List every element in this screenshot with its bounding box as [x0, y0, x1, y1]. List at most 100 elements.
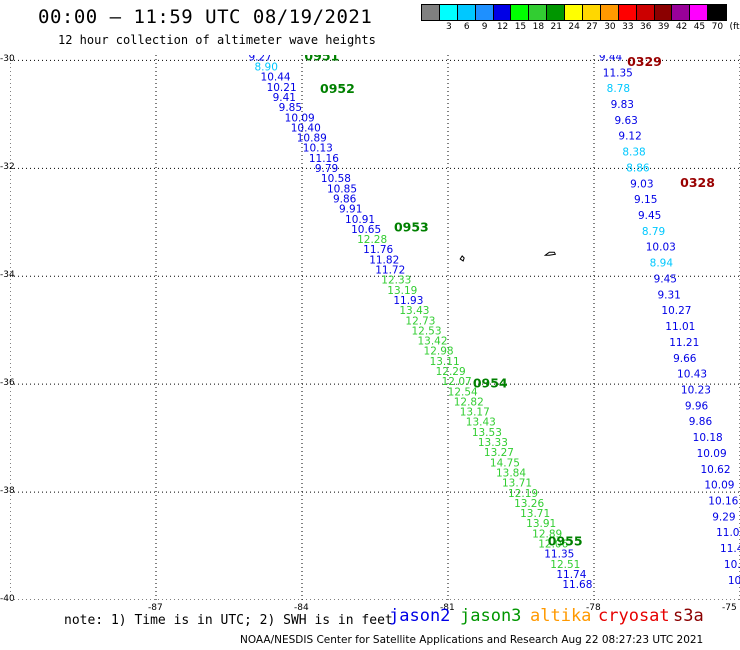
wave-height-value: 11.74	[556, 569, 586, 581]
wave-height-value: 10.09	[697, 448, 727, 460]
wave-height-value: 9.27	[248, 55, 271, 63]
legend-swatch	[511, 5, 530, 20]
pass-time-label: 0952	[320, 81, 355, 96]
map-subtitle: 12 hour collection of altimeter wave hei…	[58, 33, 376, 47]
wave-height-value: 8.86	[626, 162, 650, 174]
wave-height-value: 12.19	[508, 488, 538, 500]
wave-height-value: 10.09	[704, 480, 734, 492]
wave-height-value: 13.91	[526, 518, 556, 530]
legend-label: 6	[463, 22, 470, 32]
legend-swatch	[690, 5, 709, 20]
wave-height-value: 11.4	[720, 543, 740, 555]
wave-height-value: 11.21	[669, 337, 699, 349]
legend-swatch	[600, 5, 619, 20]
wave-height-value: 9.44	[599, 55, 623, 63]
legend-label: 18	[532, 22, 545, 32]
footer-credit: NOAA/NESDIS Center for Satellite Applica…	[240, 634, 704, 646]
legend-label: 70	[711, 22, 724, 32]
wave-height-value: 10.21	[267, 82, 297, 94]
wave-height-value: 12.73	[405, 315, 435, 327]
wave-height-value: 11.72	[375, 265, 405, 277]
wave-height-value: 9.86	[689, 416, 713, 428]
wave-height-value: 8.94	[650, 258, 674, 270]
wave-height-value: 10.16	[708, 496, 738, 508]
wave-height-value: 11.76	[363, 244, 393, 256]
wave-height-value: 10.89	[297, 133, 327, 145]
pass-time-label: 0953	[394, 219, 429, 234]
wave-height-value: 10.	[728, 575, 740, 587]
pass-time-label: 0954	[473, 375, 508, 390]
wave-height-value: 12.06	[538, 539, 568, 551]
wave-height-value: 13.17	[460, 407, 490, 419]
pass-time-label: 0328	[680, 175, 715, 190]
wave-height-value: 13.26	[514, 498, 544, 510]
satellite-legend-altika: altika	[530, 606, 592, 626]
legend-label: 33	[622, 22, 634, 32]
wave-height-value: 13.19	[387, 285, 417, 297]
satellite-legend-jason3: jason3	[460, 606, 522, 626]
legend-label: 21	[550, 22, 562, 32]
wave-height-value: 9.86	[333, 193, 357, 205]
wave-height-value: 10.40	[291, 122, 321, 134]
wave-height-value: 13.43	[466, 417, 496, 429]
wave-height-value: 13.84	[496, 467, 526, 479]
wave-height-value: 9.03	[630, 178, 653, 190]
legend-swatch	[708, 5, 727, 20]
wave-height-value: 8.38	[622, 147, 645, 159]
lat-label: -34	[0, 270, 15, 281]
pass-time-label: 0951	[304, 55, 339, 63]
wave-height-value: 12.53	[411, 325, 441, 337]
legend-swatch	[422, 5, 440, 20]
wave-height-value: 9.41	[273, 92, 296, 104]
wave-height-value: 12.89	[532, 528, 562, 540]
wave-height-value: 9.83	[611, 99, 634, 111]
lat-label: -40	[0, 594, 15, 604]
wave-height-value: 12.07	[442, 376, 472, 388]
wave-height-value: 9.85	[279, 102, 302, 114]
wave-height-value: 9.15	[634, 194, 657, 206]
satellite-legend-s3a: s3a	[673, 606, 704, 626]
legend-swatch	[475, 5, 494, 20]
wave-height-value: 13.42	[417, 336, 447, 348]
wave-height-value: 12.29	[436, 366, 466, 378]
legend-label: 15	[514, 22, 527, 32]
wave-height-value: 8.79	[642, 226, 665, 238]
satellite-legend-jason2: jason2	[389, 606, 451, 626]
wave-height-value: 9.31	[657, 289, 680, 301]
wave-height-value: 11.0	[716, 527, 739, 539]
lon-label: -75	[722, 603, 737, 613]
wave-height-value: 9.45	[654, 273, 677, 285]
pass-time-label: 0955	[548, 534, 583, 549]
legend-swatch	[654, 5, 673, 20]
legend-swatch	[618, 5, 637, 20]
legend-label: 30	[604, 22, 616, 32]
legend-swatch	[583, 5, 601, 20]
legend-label: 42	[675, 22, 688, 32]
lat-label: -38	[0, 486, 15, 497]
wave-height-value: 14.75	[490, 457, 520, 469]
legend-swatch	[565, 5, 584, 20]
wave-height-value: 9.63	[614, 115, 637, 127]
lat-label: -36	[0, 378, 15, 389]
map-title: 00:00 – 11:59 UTC 08/19/2021	[38, 6, 373, 28]
legend-swatch	[493, 5, 512, 20]
legend-label: 27	[586, 22, 598, 32]
wave-height-value: 13.27	[484, 447, 514, 459]
legend-label: 45	[693, 22, 706, 32]
wave-height-value: 10.91	[345, 214, 375, 226]
wave-height-value: 10.09	[285, 112, 315, 124]
lat-label: -32	[0, 162, 15, 173]
footer-note: note: 1) Time is in UTC; 2) SWH is in fe…	[64, 613, 393, 628]
wave-height-value: 11.93	[393, 295, 423, 307]
legend-swatch	[457, 5, 476, 20]
wave-height-value: 10.44	[261, 72, 291, 84]
legend-swatch	[636, 5, 655, 20]
legend-label: 9	[481, 22, 488, 32]
wave-height-value: 11.82	[369, 254, 399, 266]
wave-height-value: 12.98	[424, 346, 454, 358]
wave-height-value: 10.13	[303, 143, 333, 155]
wave-height-value: 11.68	[562, 579, 592, 591]
wave-height-value: 10.85	[327, 183, 357, 195]
wave-height-value: 11.35	[603, 67, 633, 79]
altimeter-map: 9.278.9010.4410.219.419.8510.0910.4010.8…	[10, 55, 740, 600]
